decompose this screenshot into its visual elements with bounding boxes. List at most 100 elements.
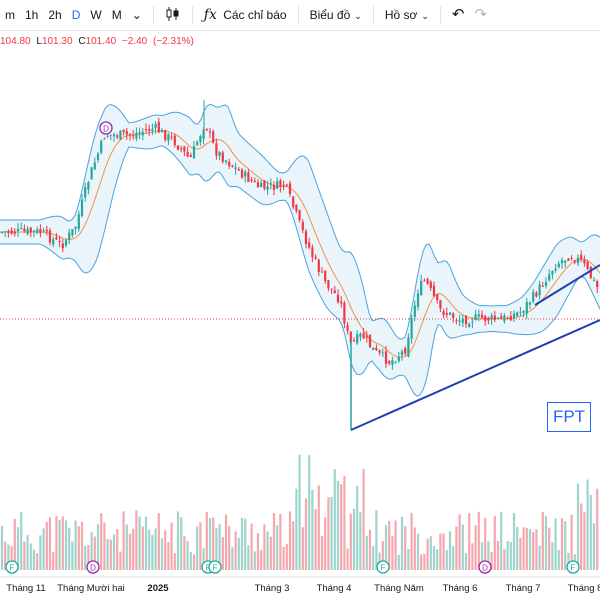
candle-body bbox=[250, 179, 253, 181]
interval-dropdown[interactable]: ⌄ bbox=[127, 0, 147, 30]
volume-bar bbox=[429, 536, 432, 570]
interval-1h[interactable]: 1h bbox=[25, 8, 39, 22]
redo-button[interactable]: ↷ bbox=[470, 0, 493, 30]
chart-menu-button[interactable]: Biểu đồ ⌄ bbox=[305, 0, 367, 30]
volume-bar bbox=[141, 526, 144, 570]
volume-bar bbox=[231, 547, 234, 570]
volume-bar bbox=[333, 469, 336, 570]
volume-bar bbox=[160, 538, 164, 570]
chevron-down-icon: ⌄ bbox=[354, 11, 362, 21]
chevron-down-icon: ⌄ bbox=[131, 8, 142, 22]
candle-body bbox=[327, 280, 330, 289]
volume-bar bbox=[372, 546, 375, 570]
interval-week[interactable]: W bbox=[90, 8, 102, 22]
candle-body bbox=[103, 138, 106, 140]
volume-bar bbox=[106, 538, 109, 570]
event-marker bbox=[5, 560, 19, 574]
candle-body bbox=[500, 316, 503, 319]
volume-bar bbox=[74, 520, 77, 570]
event-marker bbox=[99, 121, 113, 135]
volume-bar bbox=[135, 510, 138, 570]
volume-bar bbox=[266, 531, 269, 570]
volume-bar bbox=[196, 526, 199, 570]
volume-bar bbox=[525, 527, 528, 570]
volume-bar bbox=[468, 512, 471, 570]
candle-body bbox=[151, 128, 154, 131]
volume-bar bbox=[458, 514, 461, 570]
close-value: 101.40 bbox=[85, 36, 117, 47]
interval-minutes[interactable]: m bbox=[5, 8, 15, 22]
symbol-label-box: FPT bbox=[547, 402, 591, 432]
x-axis-tick-label: Tháng Năm bbox=[374, 583, 424, 594]
volume-bar bbox=[532, 531, 535, 570]
indicators-button[interactable]: ƒx Các chỉ báo bbox=[199, 0, 292, 30]
volume-bar bbox=[580, 503, 583, 570]
interval-month[interactable]: M bbox=[111, 8, 122, 22]
candle-body bbox=[29, 227, 32, 233]
candle-body bbox=[61, 243, 64, 249]
volume-bar bbox=[32, 549, 36, 570]
volume-bar bbox=[45, 521, 48, 570]
candle-body bbox=[490, 315, 493, 320]
candle-body bbox=[122, 129, 125, 132]
volume-bar bbox=[391, 536, 394, 570]
interval-2h[interactable]: 2h bbox=[48, 8, 62, 22]
candle-body bbox=[141, 131, 144, 136]
profile-menu-button[interactable]: Hồ sơ ⌄ bbox=[380, 0, 434, 30]
candle-body bbox=[80, 199, 84, 216]
candle-body bbox=[23, 228, 26, 232]
volume-bar bbox=[7, 544, 10, 570]
candle-body bbox=[52, 239, 55, 245]
candle-body bbox=[413, 305, 416, 317]
candle-body bbox=[20, 228, 23, 230]
candle-body bbox=[304, 231, 308, 244]
candle-body bbox=[234, 167, 237, 170]
volume-bar bbox=[362, 469, 365, 570]
event-marker-label: D bbox=[90, 564, 96, 573]
volume-bar bbox=[314, 509, 317, 570]
x-axis-tick-label: Tháng 8 bbox=[568, 583, 600, 594]
volume-bar bbox=[42, 528, 45, 570]
event-marker bbox=[208, 560, 222, 574]
volume-bar bbox=[96, 524, 100, 570]
volume-bar bbox=[301, 527, 304, 570]
volume-bar bbox=[295, 488, 298, 570]
volume-bar bbox=[464, 553, 468, 570]
volume-bar bbox=[244, 518, 247, 570]
candle-body bbox=[125, 131, 128, 135]
volume-bar bbox=[336, 480, 340, 570]
undo-button[interactable]: ↶ bbox=[447, 0, 470, 30]
volume-bar bbox=[164, 530, 167, 570]
candle-body bbox=[311, 247, 314, 257]
chart-type-button[interactable] bbox=[160, 0, 186, 30]
volume-bar bbox=[596, 488, 599, 570]
volume-bar bbox=[365, 535, 368, 570]
volume-bar bbox=[308, 455, 311, 570]
candle-body bbox=[272, 184, 276, 190]
candle-body bbox=[410, 317, 413, 339]
candle-body bbox=[340, 301, 343, 304]
volume-bar bbox=[416, 533, 420, 570]
volume-bar bbox=[330, 496, 333, 570]
volume-bar bbox=[397, 554, 400, 570]
candle-body bbox=[160, 129, 164, 133]
volume-bar bbox=[452, 546, 455, 570]
candle-body bbox=[106, 136, 109, 138]
volume-bar bbox=[148, 529, 151, 570]
volume-bar bbox=[413, 527, 416, 570]
event-marker bbox=[478, 560, 492, 574]
event-marker-label: D bbox=[482, 564, 488, 573]
candle-body bbox=[215, 143, 218, 156]
volume-bar bbox=[77, 526, 80, 570]
candle-body bbox=[288, 183, 292, 194]
volume-bar bbox=[554, 518, 557, 570]
interval-day[interactable]: D bbox=[71, 8, 81, 22]
candle-body bbox=[368, 334, 372, 348]
candle-body bbox=[58, 240, 61, 242]
volume-bar bbox=[157, 513, 160, 570]
volume-bar bbox=[522, 527, 525, 570]
candle-body bbox=[506, 317, 509, 319]
candle-body bbox=[384, 351, 388, 364]
volume-bar bbox=[103, 522, 106, 570]
